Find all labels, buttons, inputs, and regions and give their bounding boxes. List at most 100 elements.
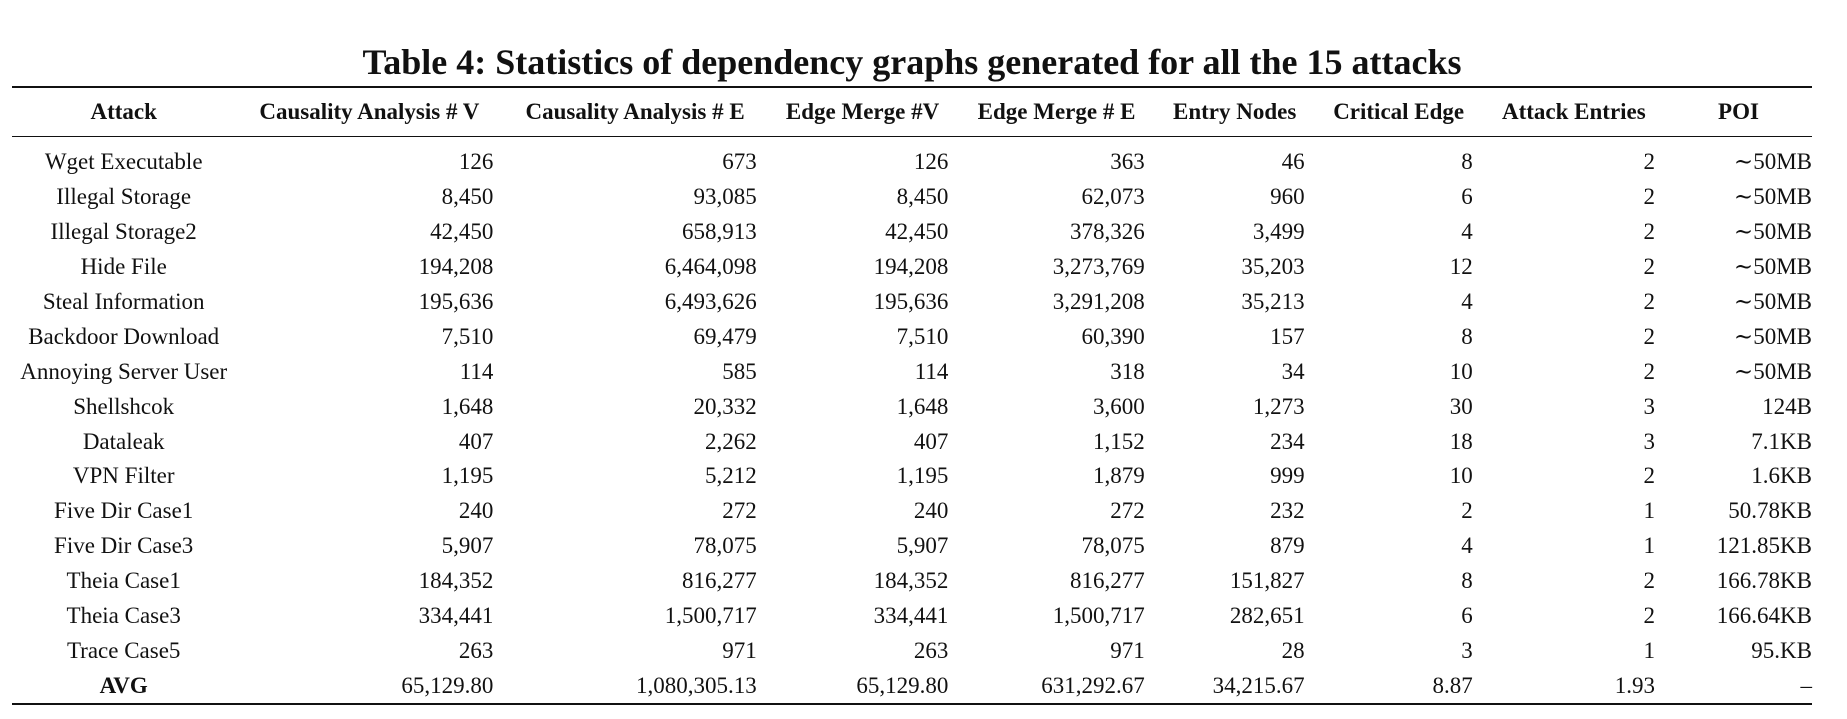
column-header-critical-edge: Critical Edge (1333, 99, 1465, 124)
cell-attack-entries: 2 (1643, 358, 1655, 384)
cell-edge-merge-e: 3,273,769 (1052, 254, 1145, 280)
table-row: Trace Case5 263 971 263 971 28 3 1 95.KB (12, 633, 1812, 668)
table-row: Illegal Storage 8,450 93,085 8,450 62,073 960… (12, 180, 1812, 215)
cell-poi: 7.1KB (1751, 428, 1812, 454)
table-row: Five Dir Case1 240 272 240 272 232 2 1 50.78KB (12, 494, 1812, 529)
cell-causality-v: 1,648 (441, 393, 494, 419)
table-row: Theia Case1 184,352 816,277 184,352 816,277 1… (12, 564, 1812, 599)
cell-attack-entries: 2 (1643, 254, 1655, 280)
cell-causality-v: 8,450 (441, 184, 494, 210)
cell-edge-merge-e: 62,073 (1081, 184, 1145, 210)
cell-attack: Dataleak (82, 428, 165, 454)
cell-critical-edge: 8.87 (1432, 672, 1473, 698)
cell-poi: ∼50MB (1733, 289, 1812, 314)
cell-entry-nodes: 1,273 (1252, 393, 1305, 419)
cell-poi: 166.78KB (1716, 568, 1812, 594)
cell-attack-entries: 2 (1643, 323, 1655, 349)
cell-attack-entries: 2 (1643, 568, 1655, 594)
cell-entry-nodes: 34,215.67 (1212, 672, 1305, 698)
table-row: Wget Executable 126 673 126 363 46 8 2 ∼50MB (12, 137, 1812, 180)
cell-entry-nodes: 46 (1281, 149, 1305, 175)
cell-causality-v: 334,441 (418, 603, 494, 629)
cell-attack: Theia Case3 (66, 603, 181, 629)
cell-entry-nodes: 35,203 (1241, 254, 1305, 280)
table-row: Steal Information 195,636 6,493,626 195,636… (12, 285, 1812, 320)
table-row: Dataleak 407 2,262 407 1,152 234 18 3 7.1KB (12, 424, 1812, 459)
cell-critical-edge: 8 (1461, 323, 1473, 349)
cell-attack: VPN Filter (72, 463, 175, 489)
cell-poi: ∼50MB (1733, 254, 1812, 280)
table-row: Shellshcok 1,648 20,332 1,648 3,600 1,273 30 3 1… (12, 389, 1812, 424)
cell-entry-nodes: 232 (1270, 498, 1305, 524)
cell-attack: Steal Information (42, 289, 205, 314)
cell-entry-nodes: 879 (1270, 533, 1305, 559)
cell-poi: 124B (1762, 393, 1812, 419)
cell-causality-v: 1,195 (441, 463, 494, 489)
cell-entry-nodes: 234 (1270, 428, 1305, 454)
table-row: Hide File 194,208 6,464,098 194,208 3,273,76… (12, 250, 1812, 285)
table-row: Backdoor Download 7,510 69,479 7,510 60,390 1… (12, 319, 1812, 354)
cell-attack-entries: 1 (1643, 533, 1655, 559)
cell-edge-merge-e: 1,879 (1092, 463, 1145, 489)
table-row: Five Dir Case3 5,907 78,075 5,907 78,075 879 4… (12, 529, 1812, 564)
cell-causality-e: 272 (722, 498, 757, 524)
cell-edge-merge-e: 318 (1110, 358, 1145, 384)
cell-attack: Annoying Server User (20, 358, 228, 384)
cell-edge-merge-v: 5,907 (896, 533, 949, 559)
cell-critical-edge: 4 (1461, 219, 1473, 245)
column-header-entry-nodes: Entry Nodes (1173, 99, 1297, 124)
cell-critical-edge: 30 (1449, 393, 1473, 419)
cell-attack-entries: 2 (1643, 184, 1655, 210)
cell-attack: Trace Case5 (66, 637, 181, 663)
cell-entry-nodes: 960 (1270, 184, 1305, 210)
cell-edge-merge-v: 7,510 (896, 323, 949, 349)
cell-causality-e: 20,332 (693, 393, 757, 419)
cell-edge-merge-e: 78,075 (1081, 533, 1145, 559)
cell-entry-nodes: 157 (1270, 323, 1305, 349)
cell-edge-merge-e: 631,292.67 (1041, 672, 1145, 698)
statistics-table: Attack Causality Analysis # V Causality … (12, 86, 1812, 705)
cell-edge-merge-e: 363 (1110, 149, 1145, 175)
cell-edge-merge-v: 240 (913, 498, 949, 524)
cell-entry-nodes: 282,651 (1229, 603, 1305, 629)
cell-poi: 121.85KB (1716, 533, 1812, 559)
cell-critical-edge: 4 (1461, 289, 1473, 314)
cell-edge-merge-v: 8,450 (896, 184, 949, 210)
cell-edge-merge-e: 272 (1110, 498, 1145, 524)
column-header-edge-merge-e: Edge Merge # E (977, 99, 1136, 124)
cell-poi: 95.KB (1751, 637, 1812, 663)
cell-poi: ∼50MB (1733, 219, 1812, 245)
cell-poi: 50.78KB (1728, 498, 1812, 524)
cell-poi: ∼50MB (1733, 323, 1812, 349)
cell-causality-e: 673 (722, 149, 757, 175)
cell-edge-merge-e: 971 (1110, 637, 1145, 663)
cell-edge-merge-v: 114 (914, 358, 949, 384)
cell-causality-v: 65,129.80 (401, 672, 494, 698)
cell-entry-nodes: 151,827 (1229, 568, 1305, 594)
cell-edge-merge-e: 3,291,208 (1052, 289, 1145, 314)
cell-attack-entries: 3 (1643, 393, 1655, 419)
cell-causality-e: 1,080,305.13 (636, 672, 757, 698)
cell-poi: – (1800, 672, 1813, 698)
cell-causality-e: 585 (722, 358, 757, 384)
cell-critical-edge: 12 (1449, 254, 1473, 280)
column-header-edge-merge-v: Edge Merge #V (785, 99, 940, 124)
column-header-attack: Attack (90, 99, 157, 124)
cell-edge-merge-v: 195,636 (873, 289, 949, 314)
cell-entry-nodes: 34 (1281, 358, 1305, 384)
table-row: VPN Filter 1,195 5,212 1,195 1,879 999 10 2 1.6K… (12, 459, 1812, 494)
cell-causality-v: 42,450 (430, 219, 494, 245)
cell-causality-v: 114 (459, 358, 494, 384)
cell-attack: Five Dir Case3 (54, 533, 194, 559)
cell-edge-merge-v: 184,352 (873, 568, 949, 594)
cell-edge-merge-e: 1,500,717 (1052, 603, 1145, 629)
table-body: Wget Executable 126 673 126 363 46 8 2 ∼50MB Ille… (12, 137, 1812, 705)
average-row: AVG 65,129.80 1,080,305.13 65,129.80 631,292… (12, 668, 1813, 705)
cell-edge-merge-v: 334,441 (873, 603, 949, 629)
cell-edge-merge-v: 263 (913, 637, 949, 663)
column-header-attack-entries: Attack Entries (1501, 99, 1646, 124)
table-row: Theia Case3 334,441 1,500,717 334,441 1,500,… (12, 599, 1812, 634)
cell-edge-merge-v: 42,450 (885, 219, 949, 245)
cell-edge-merge-e: 3,600 (1092, 393, 1145, 419)
cell-poi: 166.64KB (1716, 603, 1812, 629)
